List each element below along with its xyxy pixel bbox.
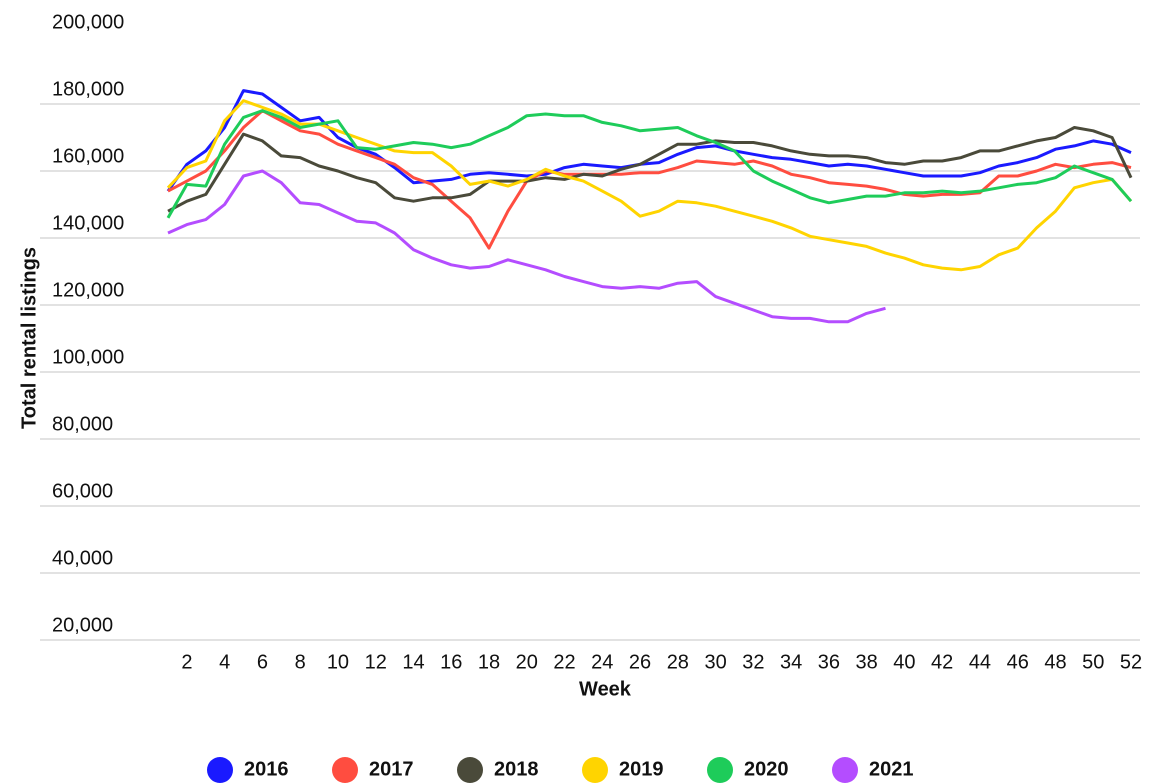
x-tick-label: 30 [704,651,726,673]
x-tick-label: 8 [295,651,306,673]
x-tick-label: 6 [257,651,268,673]
y-tick-label: 160,000 [52,145,124,167]
y-tick-label: 40,000 [52,547,113,569]
legend-swatch [832,757,858,783]
x-tick-label: 40 [893,651,915,673]
y-tick-label: 20,000 [52,614,113,636]
x-tick-label: 10 [327,651,349,673]
legend-swatch [207,757,233,783]
x-tick-label: 46 [1007,651,1029,673]
legend-label: 2018 [494,758,539,780]
x-tick-label: 28 [667,651,689,673]
legend-label: 2019 [619,758,664,780]
x-tick-label: 2 [181,651,192,673]
x-tick-label: 26 [629,651,651,673]
y-tick-label: 140,000 [52,212,124,234]
x-axis-label: Week [579,678,632,700]
y-tick-label: 120,000 [52,279,124,301]
series-line [166,109,1133,219]
series-line [166,89,1132,192]
y-tick-label: 60,000 [52,480,113,502]
y-tick-label: 180,000 [52,78,124,100]
y-tick-label: 200,000 [52,11,124,33]
x-tick-label: 36 [818,651,840,673]
legend-label: 2021 [869,758,914,780]
legend-swatch [457,757,483,783]
x-tick-label: 50 [1082,651,1104,673]
x-tick-label: 38 [856,651,878,673]
legend-swatch [582,757,608,783]
legend-swatch [707,757,733,783]
x-tick-label: 52 [1120,651,1142,673]
legend-swatch [332,757,358,783]
y-tick-label: 80,000 [52,413,113,435]
legend-label: 2020 [744,758,789,780]
x-tick-label: 22 [553,651,575,673]
x-tick-label: 24 [591,651,613,673]
x-tick-label: 34 [780,651,802,673]
legend-label: 2017 [369,758,414,780]
x-tick-label: 42 [931,651,953,673]
series-line [166,99,1133,272]
x-tick-label: 12 [365,651,387,673]
x-tick-label: 48 [1044,651,1066,673]
x-tick-label: 20 [516,651,538,673]
x-tick-label: 18 [478,651,500,673]
x-tick-label: 32 [742,651,764,673]
legend-label: 2016 [244,758,289,780]
x-tick-label: 4 [219,651,230,673]
y-axis-label: Total rental listings [18,247,40,429]
series-line [167,169,886,324]
y-tick-label: 100,000 [52,346,124,368]
x-tick-label: 44 [969,651,991,673]
series-line [167,126,1133,213]
x-tick-label: 14 [402,651,424,673]
series-line [167,109,1132,250]
x-tick-label: 16 [440,651,462,673]
